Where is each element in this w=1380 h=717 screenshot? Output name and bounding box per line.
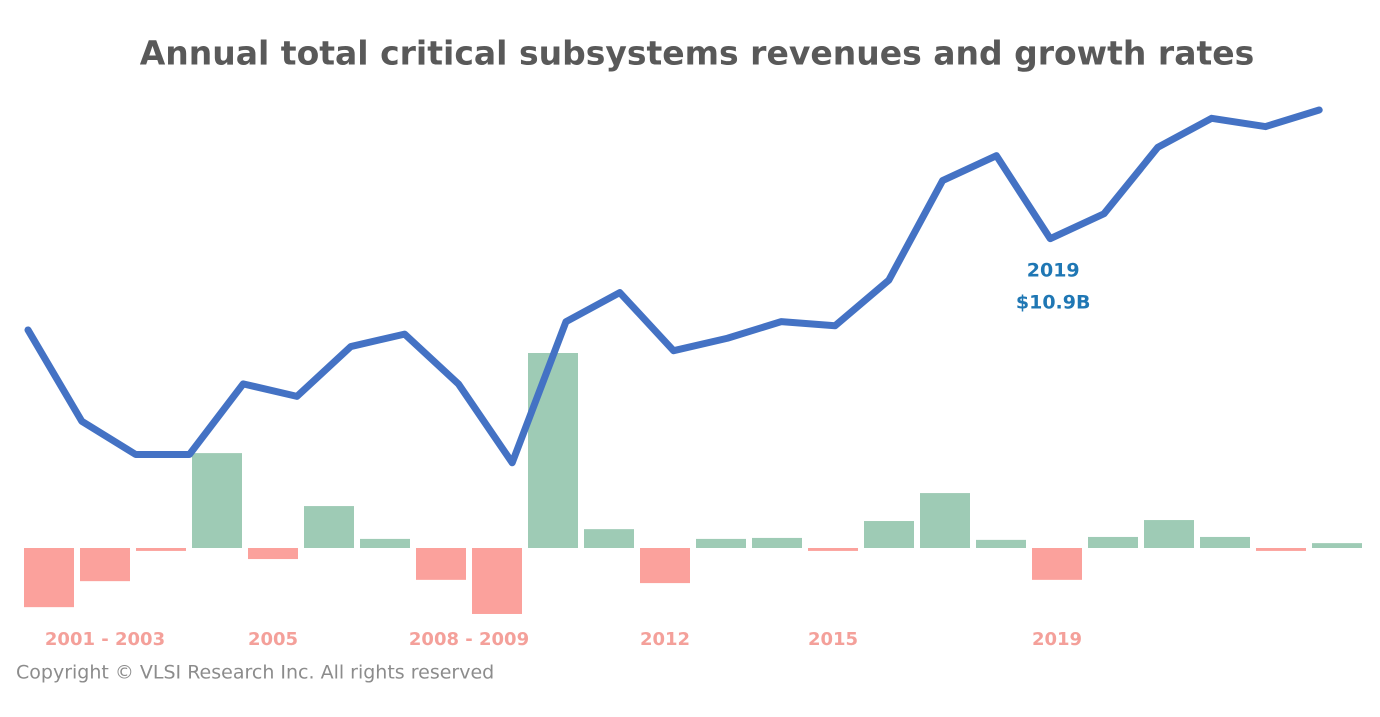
bar xyxy=(248,548,298,560)
bar xyxy=(1032,548,1082,580)
point-label-value: $10.9B xyxy=(1016,292,1091,314)
bar xyxy=(472,548,522,614)
down-year-label: 2019 xyxy=(1032,629,1082,650)
bar xyxy=(920,493,970,548)
footer: Copyright © VLSI Research Inc. All right… xyxy=(16,662,494,684)
down-year-label: 2015 xyxy=(808,629,858,650)
bar xyxy=(640,548,690,584)
bar xyxy=(1144,520,1194,548)
point-label-year: 2019 xyxy=(1027,260,1080,282)
bar xyxy=(976,539,1026,548)
bar xyxy=(24,548,74,608)
bar xyxy=(1256,548,1306,551)
bar xyxy=(584,529,634,548)
bar xyxy=(1088,536,1138,548)
bar xyxy=(696,538,746,548)
bar xyxy=(304,506,354,548)
down-year-label: 2008 - 2009 xyxy=(409,629,529,650)
bar xyxy=(1200,536,1250,548)
down-year-label: 2005 xyxy=(248,629,298,650)
bar xyxy=(752,537,802,548)
bar xyxy=(864,521,914,548)
bar xyxy=(80,548,130,582)
bar xyxy=(192,453,242,548)
bar xyxy=(360,538,410,548)
bar xyxy=(1312,543,1362,548)
bar xyxy=(808,548,858,551)
chart-title: Annual total critical subsystems revenue… xyxy=(140,34,1255,73)
revenue-line xyxy=(24,106,1323,467)
bar xyxy=(528,353,578,548)
down-year-label: 2012 xyxy=(640,629,690,650)
down-year-label: 2001 - 2003 xyxy=(45,629,165,650)
bar xyxy=(136,548,186,551)
bar xyxy=(416,548,466,580)
